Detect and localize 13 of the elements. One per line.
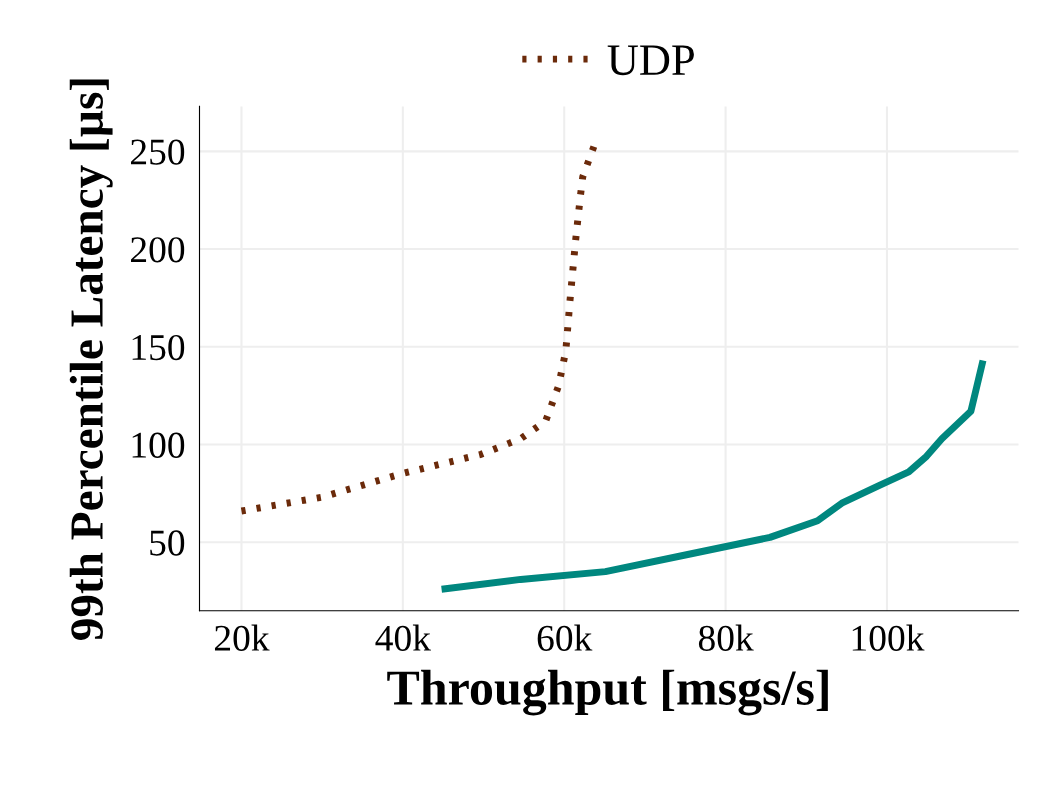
- x-tick-label: 60k: [537, 624, 593, 651]
- y-tick-label: 200: [131, 237, 185, 263]
- x-tick-label: 100k: [852, 624, 925, 651]
- legend-label: UDP: [607, 45, 694, 76]
- y-tick-label: 150: [132, 334, 185, 361]
- x-axis-title: Throughput [msgs/s]: [387, 669, 828, 716]
- x-tick-label: 80k: [698, 624, 754, 651]
- x-tick-label: 40k: [375, 624, 431, 651]
- y-tick-label: 50: [150, 530, 185, 556]
- y-tick-label: 250: [131, 139, 185, 165]
- y-axis-title: 99th Percentile Latency [µs]: [69, 79, 113, 640]
- x-tick-label: 20k: [214, 624, 270, 651]
- y-tick-label: 100: [132, 432, 185, 458]
